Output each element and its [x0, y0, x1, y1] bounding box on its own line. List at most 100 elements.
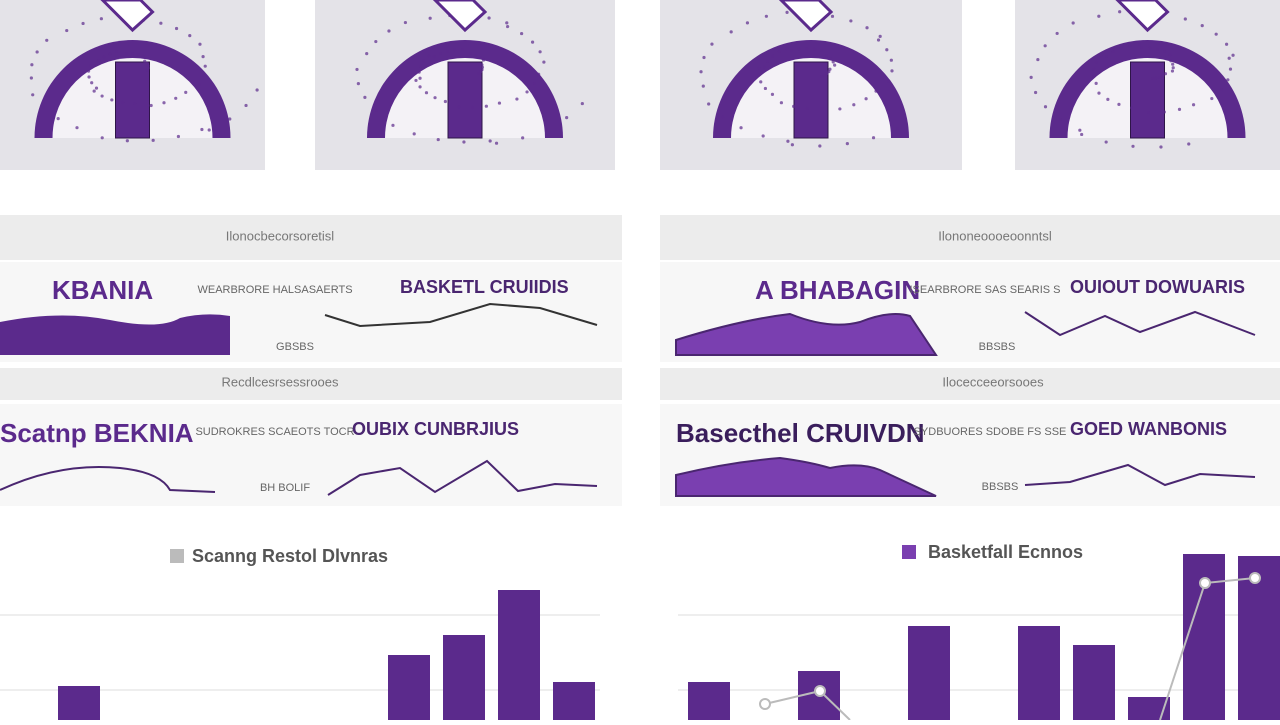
- header-text: Recdlcesrsessrooes: [221, 374, 339, 389]
- speck: [374, 108, 378, 112]
- speck: [770, 54, 775, 58]
- speck: [433, 96, 437, 100]
- speck: [145, 61, 149, 66]
- speck: [761, 134, 765, 138]
- speck: [162, 101, 166, 105]
- speck: [462, 140, 466, 144]
- speck: [31, 93, 35, 97]
- bar-charts: Scanng Restol Dlvnras Basketfall Ecnnos: [0, 542, 1280, 720]
- speck: [544, 127, 549, 131]
- door: [793, 61, 829, 139]
- speck: [820, 49, 824, 53]
- chart-title: BASKETL CRUIIDIS: [400, 277, 569, 297]
- figure: [1115, 0, 1170, 33]
- speck: [785, 47, 789, 51]
- row-title: A BHABAGIN: [755, 275, 920, 305]
- header-text: Ilononeoooeoonntsl: [938, 228, 1052, 243]
- bar: [1238, 556, 1280, 720]
- speck: [1043, 44, 1047, 48]
- speck: [702, 55, 706, 60]
- speck: [1200, 24, 1204, 28]
- speck: [1071, 21, 1075, 25]
- speck: [453, 48, 457, 52]
- speck: [1162, 110, 1166, 114]
- speck: [1214, 32, 1218, 36]
- speck: [445, 49, 449, 53]
- speck: [871, 136, 876, 140]
- speck: [1227, 56, 1231, 60]
- speck: [355, 67, 359, 72]
- speck: [497, 101, 502, 105]
- legend-swatch: [902, 545, 916, 559]
- speck: [895, 126, 899, 131]
- panel: Ilonocbecorsoretisl KBANIA WEARBRORE HAL…: [0, 215, 622, 506]
- speck: [93, 63, 98, 67]
- speck: [81, 21, 85, 26]
- speck: [184, 90, 188, 94]
- row-side: WEARBRORE HALSASAERTS: [197, 284, 352, 296]
- area-sparkline: [0, 314, 230, 355]
- speck: [374, 39, 378, 44]
- speck: [1029, 75, 1033, 79]
- speck: [819, 106, 823, 111]
- speck: [786, 139, 790, 143]
- speck: [805, 46, 809, 51]
- speck: [729, 30, 733, 34]
- speck: [1159, 145, 1163, 149]
- speck: [41, 105, 45, 110]
- speck: [525, 90, 529, 94]
- speck: [478, 55, 482, 59]
- speck: [1058, 117, 1063, 122]
- speck: [828, 67, 832, 71]
- speck: [432, 55, 436, 59]
- speck: [1080, 132, 1084, 137]
- speck: [1219, 88, 1224, 92]
- speck: [159, 21, 163, 25]
- panel: Ilononeoooeoonntsl A BHABAGIN ISEARBRORE…: [660, 215, 1280, 506]
- speck: [457, 105, 461, 109]
- speck: [356, 81, 360, 86]
- speck: [203, 64, 207, 68]
- speck: [1147, 110, 1151, 115]
- speck: [468, 51, 472, 56]
- speck: [75, 126, 79, 130]
- bar: [1018, 626, 1060, 720]
- speck: [1158, 75, 1162, 79]
- speck: [90, 81, 94, 85]
- speck: [494, 141, 499, 145]
- speck: [1154, 76, 1158, 80]
- speck: [874, 89, 878, 93]
- speck: [427, 54, 431, 58]
- speck: [1094, 81, 1098, 85]
- speck: [1151, 76, 1155, 81]
- speck: [1106, 97, 1110, 101]
- speck: [97, 59, 101, 63]
- row-foot: BBSBS: [982, 481, 1019, 493]
- speck: [1091, 67, 1096, 71]
- speck: [473, 53, 478, 57]
- speck: [1099, 54, 1103, 58]
- speck: [87, 75, 91, 79]
- header-text: Ilocecceeorsooes: [942, 374, 1044, 389]
- speck: [1161, 74, 1165, 78]
- speck: [818, 144, 822, 148]
- speck: [1177, 107, 1182, 111]
- speck: [1091, 74, 1096, 78]
- speck: [143, 59, 147, 63]
- line-sparkline: [327, 459, 598, 496]
- overlay-dot: [1249, 572, 1261, 584]
- speck: [443, 99, 447, 104]
- speck: [779, 101, 784, 105]
- speck: [1036, 57, 1040, 62]
- row-foot: BH BOLIF: [260, 482, 310, 494]
- bar: [553, 682, 595, 720]
- speck: [1163, 72, 1168, 76]
- speck: [481, 58, 486, 62]
- speck: [1148, 46, 1152, 50]
- speck: [759, 80, 763, 84]
- area-sparkline: [675, 312, 938, 356]
- speck: [822, 73, 826, 77]
- speck: [363, 95, 367, 99]
- speck: [515, 97, 519, 101]
